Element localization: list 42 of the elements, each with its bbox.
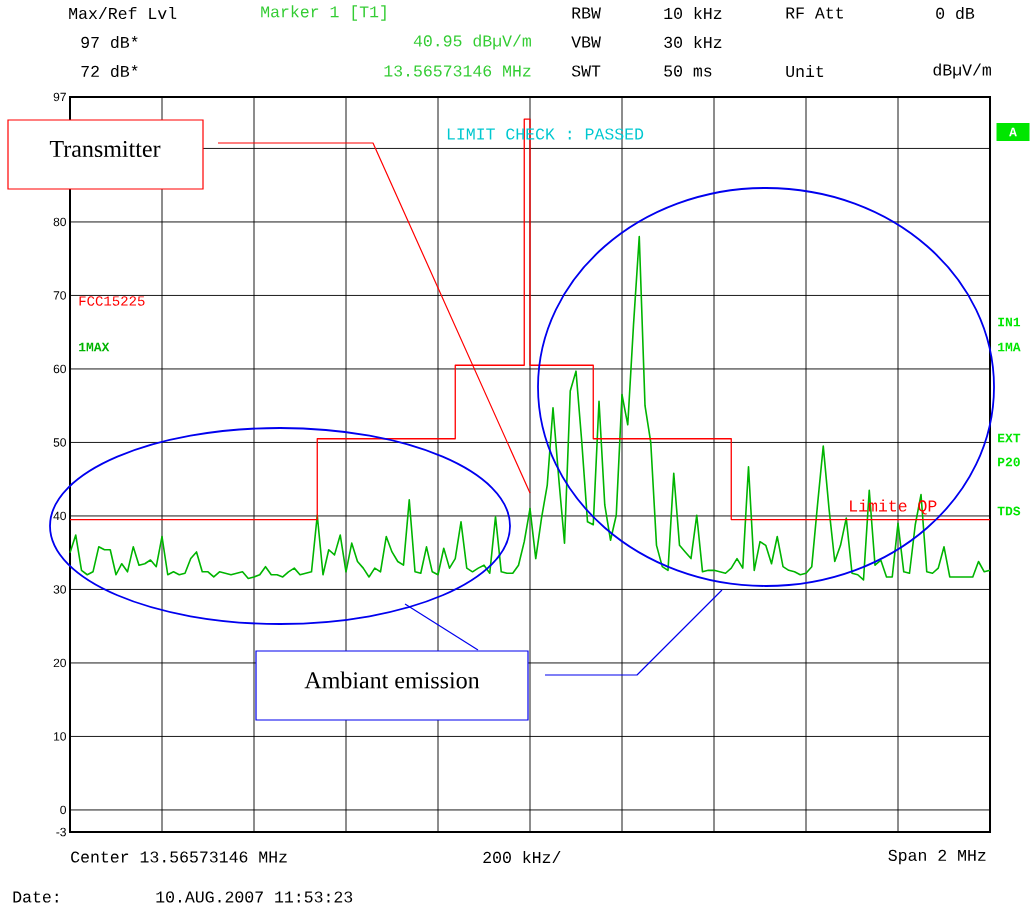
text: A [1009, 127, 1017, 137]
text: RBW [572, 7, 601, 19]
text: 1MA [998, 342, 1021, 352]
text: EXT [998, 433, 1021, 443]
text: 200 kHz/ [483, 850, 561, 864]
text: 10.AUG.2007 11:53:23 [156, 891, 353, 903]
y-tick-label: 97 [53, 92, 66, 102]
text: 50 ms [664, 65, 712, 77]
text: Date: [13, 891, 58, 903]
text: 13.56573146 MHz [384, 65, 531, 77]
text: 1MAX [79, 342, 110, 352]
text: Max/Ref Lvl [69, 6, 177, 20]
y-tick-label: 80 [53, 217, 66, 227]
text: VBW [571, 36, 601, 48]
text: FCC15225 [79, 296, 145, 306]
y-tick-label: 60 [53, 364, 66, 374]
text: 72 dB* [81, 64, 138, 78]
annotation: Transmitter [49, 140, 161, 158]
text: P20 [998, 457, 1020, 467]
y-tick-label: 10 [54, 732, 66, 741]
text: 97 dB* [81, 35, 138, 49]
text: RF Att [786, 7, 843, 19]
text: 40.95 dBµV/m [413, 34, 531, 50]
text: TDS [997, 506, 1021, 516]
text: Span 2 MHz [888, 849, 986, 865]
y-tick-label: 30 [53, 585, 66, 594]
y-tick-label: 20 [53, 658, 66, 668]
annotation: Ambiant emission [304, 671, 480, 689]
y-tick-label: 0 [60, 805, 66, 815]
text: 30 kHz [664, 35, 722, 49]
text: dBµV/m [933, 63, 991, 79]
text: Center 13.56573146 MHz [71, 851, 287, 863]
y-tick-label: 70 [53, 291, 66, 300]
y-tick-label: -3 [56, 827, 66, 837]
y-tick-label: 50 [53, 438, 66, 447]
text: 10 kHz [664, 6, 722, 20]
text: Marker 1 [T1] [261, 5, 386, 21]
y-tick-label: 40 [53, 511, 66, 521]
text: 0 dB [936, 6, 975, 20]
text: IN1 [998, 317, 1021, 327]
text: Unit [786, 64, 824, 78]
text: SWT [571, 65, 601, 77]
